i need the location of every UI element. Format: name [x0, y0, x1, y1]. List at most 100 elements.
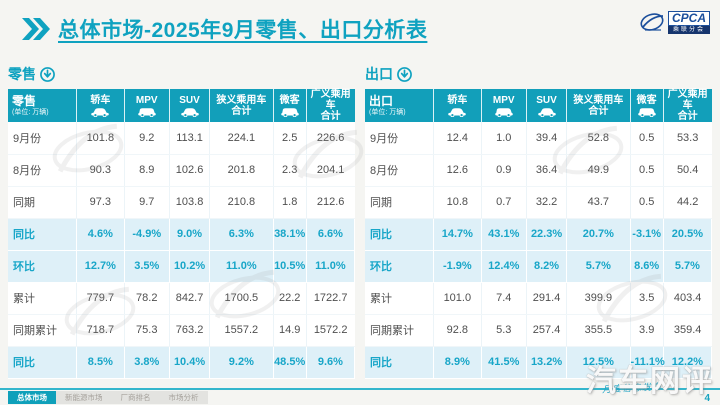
table-row: 8月份 12.6 0.9 36.4 49.9 0.5 50.4	[365, 154, 712, 187]
table-row: 同期 10.8 0.7 32.2 43.7 0.5 44.2	[365, 186, 712, 219]
table-cell: 9.2	[124, 122, 170, 155]
row-label: 环比	[365, 250, 435, 283]
table-cell: 3.5%	[124, 250, 170, 283]
table-cell: 8.9%	[433, 346, 482, 379]
cpca-logo-text: CPCA	[667, 11, 710, 26]
header-cell: MPV	[481, 89, 527, 122]
table-cell: 2.3	[273, 154, 307, 187]
tab-3[interactable]: 市场分析	[159, 391, 208, 404]
suv-icon	[180, 107, 199, 117]
down-arrow-circle-icon	[40, 66, 55, 82]
table-cell: 5.3	[481, 314, 527, 347]
table-cell: 210.8	[209, 186, 274, 219]
table-cell: 12.4	[433, 122, 482, 155]
title-bold: 总体市场	[58, 19, 144, 42]
car-icon	[91, 107, 110, 117]
row-label: 累计	[365, 282, 435, 315]
table-row: 环比 -1.9% 12.4% 8.2% 5.7% 8.6% 5.7%	[365, 250, 713, 283]
table-cell: 20.5%	[663, 218, 713, 251]
table-cell: 113.1	[169, 122, 211, 155]
export-table: 出口 (单位: 万辆) 轿车 MPV SUV 狭义乘用车 合计 微客 广义乘用车 合计 9月份 12.…	[365, 89, 713, 379]
table-cell: 9.6%	[306, 346, 356, 379]
table-cell: 0.7	[481, 186, 527, 219]
table-cell: 212.6	[306, 186, 355, 219]
header-cell: SUV	[169, 89, 211, 122]
table-cell: 11.0%	[209, 250, 274, 283]
table-cell: 52.8	[566, 122, 631, 155]
row-label: 累计	[8, 282, 78, 315]
footer-divider	[0, 388, 720, 390]
header-cell-section: 出口 (单位: 万辆)	[365, 89, 435, 122]
tab-1[interactable]: 新能源市场	[56, 391, 112, 404]
row-label: 同比	[365, 346, 435, 379]
bottom-tabs: 总体市场 新能源市场 厂商排名 市场分析	[8, 391, 208, 404]
table-cell: 78.2	[124, 282, 170, 315]
header-row: 出口 (单位: 万辆) 轿车 MPV SUV 狭义乘用车 合计 微客 广义乘用车 合计	[365, 89, 712, 122]
table-cell: 41.5%	[481, 346, 527, 379]
table-cell: 36.4	[526, 154, 568, 187]
table-cell: 3.8%	[124, 346, 170, 379]
cpca-logo: CPCA 乘联分会	[639, 11, 710, 34]
suv-icon	[537, 107, 556, 117]
cpca-emblem-icon	[640, 12, 664, 31]
table-cell: -11.1%	[630, 346, 665, 379]
header-row: 零售 (单位: 万辆) 轿车 MPV SUV 狭义乘用车 合计 微客 广义乘用车 合计	[8, 89, 355, 122]
header-cell: 狭义乘用车 合计	[566, 89, 631, 122]
table-cell: 6.3%	[209, 218, 274, 251]
title-row: 总体市场-2025年9月零售、出口分析表	[20, 14, 427, 44]
header-cell: MPV	[124, 89, 170, 122]
table-cell: 403.4	[663, 282, 712, 315]
table-cell: 12.5%	[566, 346, 631, 379]
table-cell: 8.6%	[630, 250, 664, 283]
header-cell: 轿车	[76, 89, 125, 122]
table-row: 9月份 12.4 1.0 39.4 52.8 0.5 53.3	[365, 122, 712, 155]
table-cell: 4.6%	[76, 218, 125, 251]
page-title: 总体市场-2025年9月零售、出口分析表	[58, 14, 427, 44]
table-cell: 7.4	[481, 282, 527, 315]
table-cell: 97.3	[76, 186, 125, 219]
table-cell: 1557.2	[209, 314, 274, 347]
table-row: 同比 14.7% 43.1% 22.3% 20.7% -3.1% 20.5%	[365, 218, 713, 251]
table-cell: 0.9	[481, 154, 527, 187]
table-cell: 763.2	[169, 314, 211, 347]
table-cell: 0.5	[630, 186, 664, 219]
table-cell: -3.1%	[630, 218, 664, 251]
table-cell: 10.8	[433, 186, 482, 219]
retail-section-label: 零售	[8, 66, 36, 82]
table-cell: 22.2	[273, 282, 307, 315]
row-label: 同期累计	[8, 314, 78, 347]
table-cell: 8.2%	[526, 250, 568, 283]
mpv-icon	[495, 107, 513, 117]
table-row: 同期累计 92.8 5.3 257.4 355.5 3.9 359.4	[365, 314, 712, 347]
row-label: 同期	[365, 186, 435, 219]
tab-2[interactable]: 厂商排名	[111, 391, 160, 404]
table-cell: 718.7	[76, 314, 125, 347]
table-cell: 20.7%	[566, 218, 631, 251]
export-table-section: 出口出口 (单位: 万辆) 轿车 MPV SUV 狭义乘用车 合计 微客 广义乘用车 合计 9月份 1…	[365, 62, 713, 379]
header-cell: 广义乘用车 合计	[306, 89, 355, 122]
table-row: 同比 8.9% 41.5% 13.2% 12.5% -11.1% 12.2%	[365, 346, 713, 379]
table-row: 环比 12.7% 3.5% 10.2% 11.0% 10.5% 11.0%	[8, 250, 356, 283]
table-cell: 9.0%	[169, 218, 211, 251]
tab-0[interactable]: 总体市场	[8, 391, 56, 404]
van-icon	[637, 107, 656, 117]
table-cell: 842.7	[169, 282, 211, 315]
row-label: 9月份	[8, 122, 78, 155]
table-cell: 43.7	[566, 186, 631, 219]
table-cell: 399.9	[566, 282, 631, 315]
table-cell: 9.7	[124, 186, 170, 219]
header-cell: SUV	[526, 89, 568, 122]
table-cell: 226.6	[306, 122, 355, 155]
header-cell: 轿车	[433, 89, 482, 122]
car-icon	[448, 107, 467, 117]
table-cell: 257.4	[526, 314, 568, 347]
table-cell: 49.9	[566, 154, 631, 187]
export-section-label-row: 出口	[365, 62, 712, 86]
table-cell: 39.4	[526, 122, 568, 155]
table-cell: 44.2	[663, 186, 712, 219]
retail-table-section: 零售零售 (单位: 万辆) 轿车 MPV SUV 狭义乘用车 合计 微客 广义乘用车 合计 9月份 1…	[8, 62, 356, 379]
down-arrow-circle-icon	[397, 66, 412, 82]
table-cell: 75.3	[124, 314, 170, 347]
row-label: 8月份	[8, 154, 78, 187]
